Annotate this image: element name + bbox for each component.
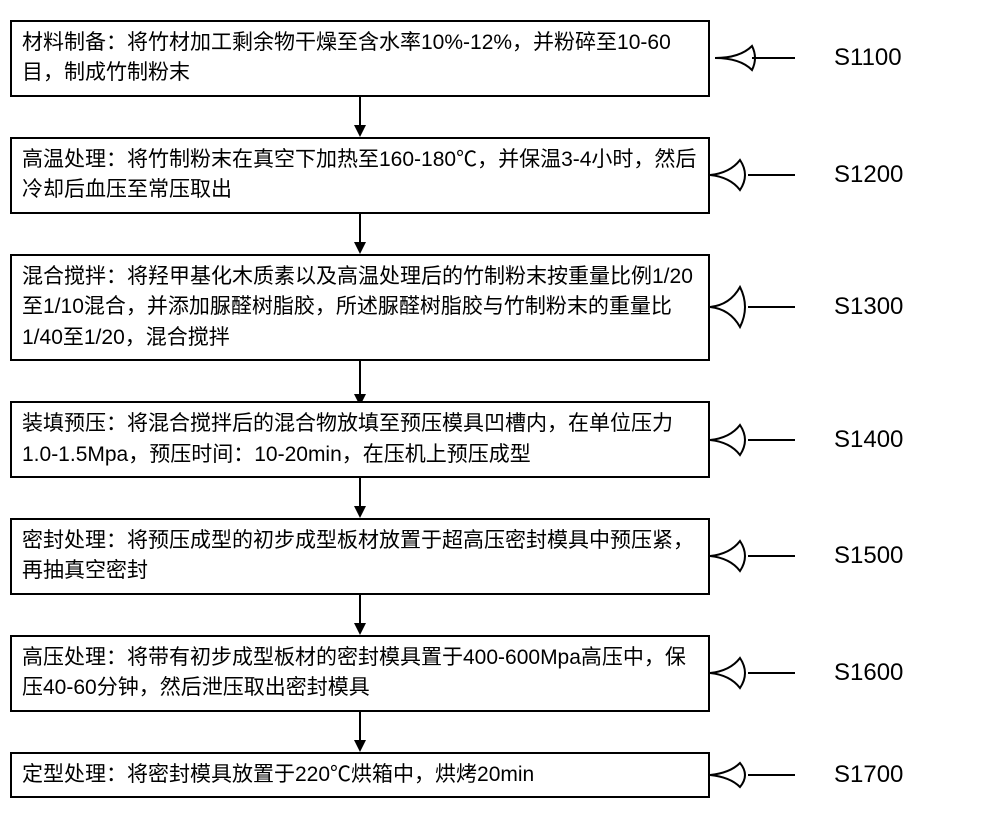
step-box: 材料制备：将竹材加工剩余物干燥至含水率10%-12%，并粉碎至10-60目，制成… — [10, 20, 710, 97]
curly-brace-icon — [710, 38, 800, 78]
step-id-label: S1200 — [830, 161, 903, 189]
step-id-label: S1600 — [830, 659, 903, 687]
curly-brace-icon — [710, 536, 800, 576]
step-id-label: S1700 — [830, 761, 903, 789]
brace-connector — [710, 653, 830, 693]
step-box: 密封处理：将预压成型的初步成型板材放置于超高压密封模具中预压紧，再抽真空密封 — [10, 518, 710, 595]
brace-connector — [710, 155, 830, 195]
arrow-down-icon — [10, 214, 710, 254]
step-text: 装填预压：将混合搅拌后的混合物放填至预压模具凹槽内，在单位压力1.0-1.5Mp… — [22, 412, 673, 465]
step-text: 定型处理：将密封模具放置于220℃烘箱中，烘烤20min — [22, 763, 534, 786]
step-text: 材料制备：将竹材加工剩余物干燥至含水率10%-12%，并粉碎至10-60目，制成… — [22, 31, 671, 84]
flow-step: 材料制备：将竹材加工剩余物干燥至含水率10%-12%，并粉碎至10-60目，制成… — [10, 20, 990, 97]
step-id-label: S1500 — [830, 542, 903, 570]
flow-step: 高温处理：将竹制粉末在真空下加热至160-180℃，并保温3-4小时，然后冷却后… — [10, 137, 990, 214]
flow-step: 高压处理：将带有初步成型板材的密封模具置于400-600Mpa高压中，保压40-… — [10, 635, 990, 712]
brace-connector — [710, 282, 830, 332]
flow-step: 定型处理：将密封模具放置于220℃烘箱中，烘烤20min S1700 — [10, 752, 990, 798]
brace-connector — [710, 38, 830, 78]
step-text: 高压处理：将带有初步成型板材的密封模具置于400-600Mpa高压中，保压40-… — [22, 646, 686, 699]
curly-brace-icon — [710, 282, 800, 332]
brace-connector — [710, 536, 830, 576]
step-id-label: S1300 — [830, 293, 903, 321]
step-id-label: S1400 — [830, 426, 903, 454]
curly-brace-icon — [710, 155, 800, 195]
brace-connector — [710, 760, 830, 790]
step-text: 混合搅拌：将羟甲基化木质素以及高温处理后的竹制粉末按重量比例1/20至1/10混… — [22, 265, 693, 349]
arrow-down-icon — [10, 361, 710, 401]
step-text: 高温处理：将竹制粉末在真空下加热至160-180℃，并保温3-4小时，然后冷却后… — [22, 148, 696, 201]
curly-brace-icon — [710, 420, 800, 460]
flowchart: 材料制备：将竹材加工剩余物干燥至含水率10%-12%，并粉碎至10-60目，制成… — [10, 20, 990, 798]
step-box: 高压处理：将带有初步成型板材的密封模具置于400-600Mpa高压中，保压40-… — [10, 635, 710, 712]
flow-step: 装填预压：将混合搅拌后的混合物放填至预压模具凹槽内，在单位压力1.0-1.5Mp… — [10, 401, 990, 478]
arrow-down-icon — [10, 97, 710, 137]
step-box: 定型处理：将密封模具放置于220℃烘箱中，烘烤20min — [10, 752, 710, 798]
curly-brace-icon — [710, 653, 800, 693]
arrow-down-icon — [10, 478, 710, 518]
step-text: 密封处理：将预压成型的初步成型板材放置于超高压密封模具中预压紧，再抽真空密封 — [22, 529, 694, 582]
step-box: 高温处理：将竹制粉末在真空下加热至160-180℃，并保温3-4小时，然后冷却后… — [10, 137, 710, 214]
brace-connector — [710, 420, 830, 460]
step-box: 混合搅拌：将羟甲基化木质素以及高温处理后的竹制粉末按重量比例1/20至1/10混… — [10, 254, 710, 361]
step-id-label: S1100 — [830, 44, 902, 72]
curly-brace-icon — [710, 760, 800, 790]
step-box: 装填预压：将混合搅拌后的混合物放填至预压模具凹槽内，在单位压力1.0-1.5Mp… — [10, 401, 710, 478]
flow-step: 密封处理：将预压成型的初步成型板材放置于超高压密封模具中预压紧，再抽真空密封 S… — [10, 518, 990, 595]
arrow-down-icon — [10, 595, 710, 635]
arrow-down-icon — [10, 712, 710, 752]
flow-step: 混合搅拌：将羟甲基化木质素以及高温处理后的竹制粉末按重量比例1/20至1/10混… — [10, 254, 990, 361]
